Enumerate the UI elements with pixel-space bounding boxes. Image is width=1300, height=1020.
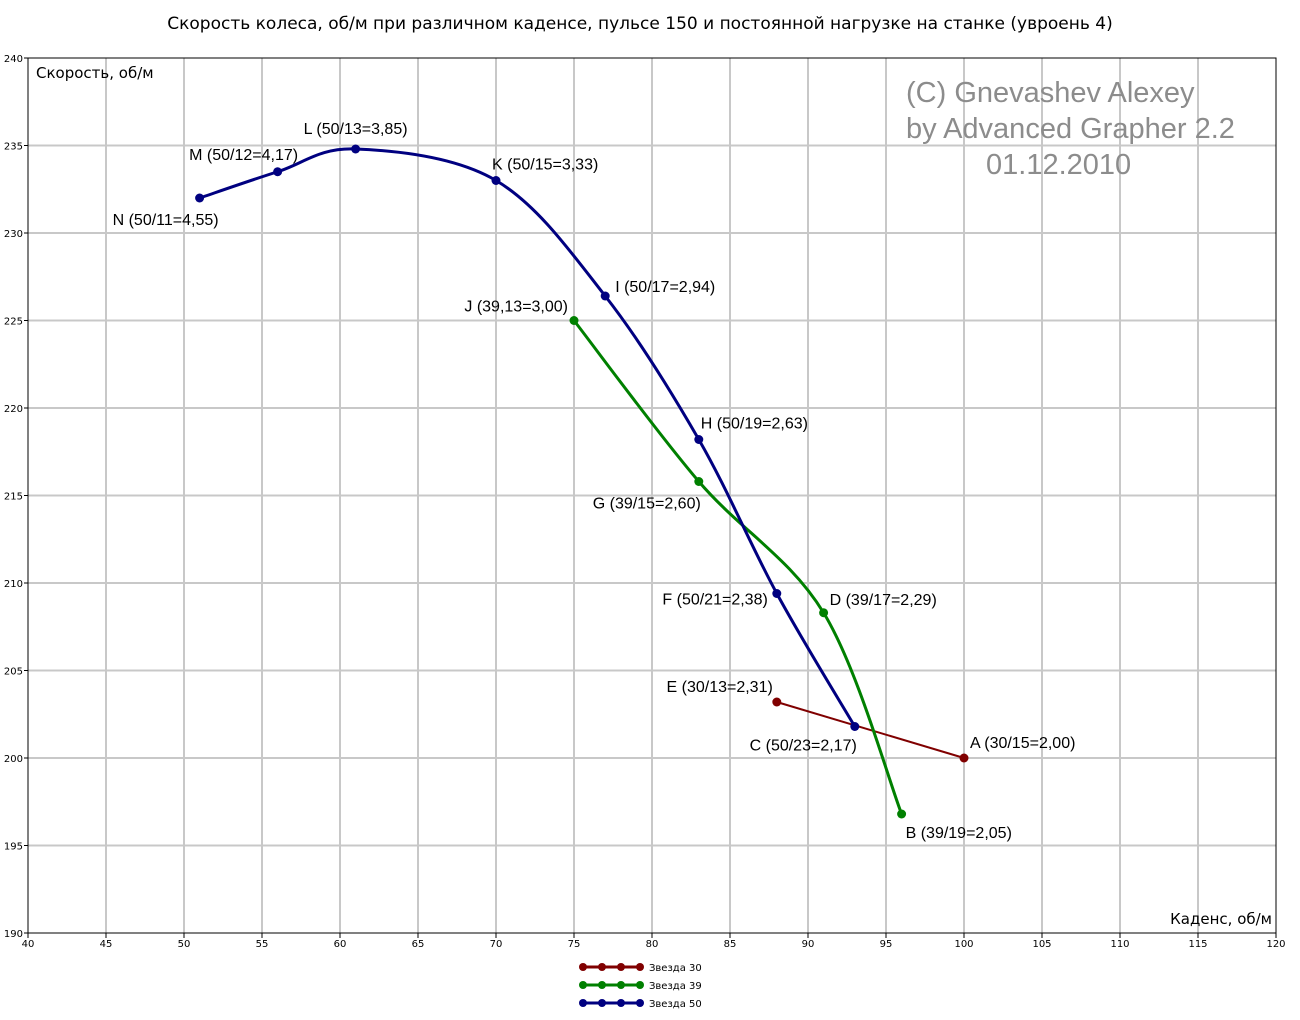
y-tick-label: 235 [4,142,23,153]
grid-layer [28,58,1276,933]
data-point [694,477,704,486]
point-label: H (50/19=2,63) [701,416,808,433]
legend-swatch-marker [598,963,606,971]
x-tick-label: 100 [954,939,973,950]
point-label: M (50/12=4,17) [189,147,298,164]
series-layer [195,144,969,819]
x-tick-label: 85 [724,939,737,950]
legend-swatch-marker [617,981,625,989]
legend-swatch-marker [579,963,587,971]
point-label: A (30/15=2,00) [970,735,1075,752]
x-tick-label: 80 [646,939,659,950]
series-line-1 [776,701,965,759]
point-label: L (50/13=3,85) [304,121,408,138]
data-point [772,697,782,707]
point-label: N (50/11=4,55) [113,212,219,229]
point-label: F (50/21=2,38) [662,592,767,609]
y-tick-label: 190 [4,929,23,940]
point-label: I (50/17=2,94) [615,279,715,296]
y-tick-label: 200 [4,754,23,765]
data-point [959,753,969,763]
x-tick-label: 90 [802,939,815,950]
y-tick-label: 210 [4,579,23,590]
data-point [351,144,361,154]
x-tick-label: 75 [568,939,581,950]
legend: Звезда 30 Звезда 39 Звезда 50 [579,963,702,1010]
data-point [600,291,610,301]
point-labels: E (30/13=2,31) A (30/15=2,00) J (39,13=3,0… [113,121,1076,842]
legend-swatch-marker [598,981,606,989]
x-tick-label: 70 [490,939,503,950]
point-label: C (50/23=2,17) [750,738,857,755]
point-label: B (39/19=2,05) [906,825,1012,842]
data-point [273,167,283,177]
data-point [569,316,579,325]
x-tick-label: 40 [22,939,35,950]
x-axis-label: Каденс, об/м [1170,910,1272,928]
series-line-2 [572,319,903,815]
legend-entry: Звезда 50 [579,999,702,1010]
point-label: G (39/15=2,60) [593,496,701,513]
x-tick-label: 55 [256,939,269,950]
legend-label: Звезда 30 [649,963,702,974]
y-tick-label: 225 [4,317,23,328]
watermark: (C) Gnevashev Alexey by Advanced Grapher … [906,77,1235,181]
x-tick-label: 45 [100,939,113,950]
y-tick-label: 220 [4,404,23,415]
watermark-line: (C) Gnevashev Alexey [906,77,1195,109]
legend-swatch-marker [579,981,587,989]
legend-swatch-marker [579,999,587,1007]
x-tick-label: 65 [412,939,425,950]
legend-entry: Звезда 39 [579,981,702,992]
x-tick-label: 105 [1032,939,1051,950]
legend-swatch-marker [598,999,606,1007]
legend-label: Звезда 39 [649,981,702,992]
y-tick-label: 195 [4,842,23,853]
legend-swatch-marker [636,981,644,989]
legend-swatch-marker [617,963,625,971]
watermark-line: by Advanced Grapher 2.2 [906,113,1235,145]
point-label: E (30/13=2,31) [667,679,773,696]
watermark-line: 01.12.2010 [986,149,1131,181]
data-point [819,608,829,618]
y-axis-label: Скорость, об/м [36,64,154,82]
legend-swatch-marker [636,999,644,1007]
y-tick-label: 205 [4,667,23,678]
x-tick-label: 120 [1266,939,1285,950]
x-tick-label: 95 [880,939,893,950]
data-point [491,176,501,185]
data-point [195,193,205,203]
point-label: K (50/15=3,33) [492,157,598,174]
point-label: J (39,13=3,00) [464,299,568,316]
y-tick-label: 230 [4,229,23,240]
legend-entry: Звезда 30 [579,963,702,974]
legend-swatch-marker [636,963,644,971]
x-tick-label: 115 [1188,939,1207,950]
legend-swatch-marker [617,999,625,1007]
legend-label: Звезда 50 [649,999,702,1010]
ticks-layer: 40 45 50 55 60 65 70 75 80 85 90 95 100 105 110 115 120 1… [4,54,1286,950]
data-point [772,589,782,598]
point-label: D (39/17=2,29) [830,592,937,609]
data-point [850,722,860,731]
data-point [694,435,704,444]
chart-title: Скорость колеса, об/м при различном каде… [167,14,1113,34]
x-tick-label: 60 [334,939,347,950]
data-point [897,809,907,819]
x-tick-label: 110 [1110,939,1129,950]
series-line-3 [199,147,857,728]
x-tick-label: 50 [178,939,191,950]
y-tick-label: 240 [4,54,23,65]
y-tick-label: 215 [4,492,23,503]
